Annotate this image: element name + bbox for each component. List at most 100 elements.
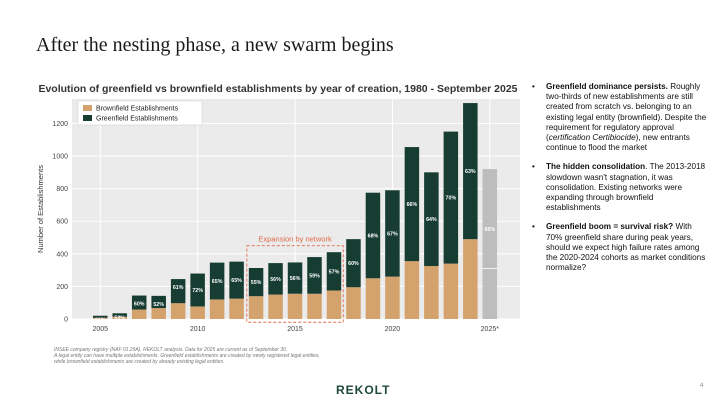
greenfield-bar xyxy=(404,147,420,262)
greenfield-bar xyxy=(463,103,478,240)
projection-bar xyxy=(482,169,498,319)
legend-swatch-brownfield xyxy=(83,105,92,111)
greenfield-bar xyxy=(307,257,322,294)
legend-label: Brownfield Establishments xyxy=(96,106,179,113)
bullet-text: Greenfield dominance persists. xyxy=(546,82,668,91)
y-tick-label: 800 xyxy=(56,186,68,193)
bullet-text: The hidden consolidation xyxy=(546,162,646,172)
brownfield-bar xyxy=(151,308,166,319)
bullet-text: certification Certibiocide xyxy=(548,133,636,143)
insights-bullet-list: • Greenfield dominance persists. Roughly … xyxy=(532,82,708,282)
brownfield-bar xyxy=(131,309,147,319)
y-tick-label: 200 xyxy=(56,284,68,291)
footnote-line: INSEE company registry (NAF 01.29A). REK… xyxy=(54,347,288,353)
insight-bullet: • Greenfield dominance persists. Roughly … xyxy=(532,82,708,153)
footnote: INSEE company registry (NAF 01.29A). REK… xyxy=(54,347,320,365)
annotation-label: Expansion by network xyxy=(258,235,332,244)
insight-bullet: • The hidden consolidation. The 2013-2018… xyxy=(532,162,708,213)
greenfield-bar xyxy=(229,261,244,299)
legend-label: Greenfield Establishments xyxy=(96,116,178,123)
brownfield-bar xyxy=(92,317,108,319)
share-label: 67% xyxy=(387,231,398,237)
brownfield-bar xyxy=(229,298,244,319)
bullet-marker: • xyxy=(532,82,535,91)
brownfield-bar xyxy=(424,266,439,319)
footnote-line: while brownfield establishments are crea… xyxy=(54,359,225,365)
annotation-box xyxy=(246,245,344,323)
brownfield-bar xyxy=(404,261,420,319)
greenfield-bar xyxy=(268,263,283,295)
share-label: 59% xyxy=(309,273,320,279)
share-label: 66% xyxy=(485,227,496,233)
share-label: 55% xyxy=(251,280,262,286)
bullet-text: ), new entrants continue to flood the ma… xyxy=(546,133,690,153)
greenfield-bar xyxy=(424,172,439,267)
share-label: 57% xyxy=(329,269,340,275)
share-label: 72% xyxy=(192,288,203,294)
greenfield-bar xyxy=(346,239,361,288)
bullet-text: . The 2013-2018 slowdown wasn't stagnati… xyxy=(546,162,706,213)
greenfield-bar xyxy=(287,262,303,294)
share-label: 64% xyxy=(426,217,437,223)
brownfield-bar xyxy=(268,294,283,319)
share-label: 56% xyxy=(290,276,301,282)
bullet-text: With 70% greenfield share during peak ye… xyxy=(546,222,706,273)
brownfield-bar xyxy=(112,316,127,319)
rekolt-logo: REKOLT xyxy=(336,383,391,397)
greenfield-bar xyxy=(190,273,205,307)
y-tick-label: 1200 xyxy=(52,121,68,128)
footnote-line: A legal entity can have multiple establi… xyxy=(54,353,320,359)
greenfield-bar xyxy=(92,315,108,318)
legend-box xyxy=(77,100,203,126)
bullet-text: Roughly two-thirds of new establishments… xyxy=(546,82,707,143)
bullet-marker: • xyxy=(532,162,535,172)
brownfield-bar xyxy=(209,299,225,319)
share-label: 65% xyxy=(231,278,242,284)
share-label: 61% xyxy=(95,318,106,324)
share-label: 68% xyxy=(368,233,379,239)
x-tick-label: 2025* xyxy=(481,326,500,333)
greenfield-bar xyxy=(326,252,342,291)
share-label: 53% xyxy=(114,315,125,321)
x-tick-label: 2020 xyxy=(385,326,401,333)
share-label: 61% xyxy=(173,285,184,291)
y-tick-label: 400 xyxy=(56,251,68,258)
greenfield-bar xyxy=(385,190,400,277)
stacked-bar-chart: 0 200 400 600 800 1000 1200 2005 2010 2015 2020 202… xyxy=(36,99,520,333)
share-label: 70% xyxy=(446,196,457,202)
greenfield-bar xyxy=(151,295,166,309)
brownfield-bar xyxy=(346,287,361,319)
brownfield-bar xyxy=(326,290,342,319)
greenfield-bar xyxy=(170,279,186,304)
y-tick-label: 0 xyxy=(64,317,68,324)
x-tick-label: 2010 xyxy=(190,326,206,333)
y-tick-label: 600 xyxy=(56,219,68,226)
bullet-marker: • xyxy=(532,222,535,232)
bullet-text: Greenfield boom = survival risk? xyxy=(546,222,674,232)
share-label: 66% xyxy=(407,202,418,208)
share-label: 56% xyxy=(270,277,281,283)
share-label: 52% xyxy=(153,302,164,308)
greenfield-bar xyxy=(209,262,225,300)
slide-title: After the nesting phase, a new swarm beg… xyxy=(36,34,394,56)
share-label: 60% xyxy=(134,302,145,308)
insight-bullet: • Greenfield boom = survival risk? With 7… xyxy=(532,222,708,273)
chart-title: Evolution of greenfield vs brownfield es… xyxy=(38,83,518,95)
y-axis-label: Number of Establishments xyxy=(36,165,45,253)
brownfield-bar xyxy=(307,293,322,319)
x-tick-label: 2015 xyxy=(287,326,303,333)
brownfield-bar xyxy=(463,239,478,319)
brownfield-bar xyxy=(190,306,205,319)
greenfield-bar xyxy=(248,267,264,297)
brownfield-bar xyxy=(248,296,264,319)
share-label: 60% xyxy=(348,261,359,267)
brownfield-bar xyxy=(287,293,303,319)
greenfield-bar xyxy=(131,295,147,310)
brownfield-bar xyxy=(170,303,186,319)
x-tick-label: 2005 xyxy=(92,326,108,333)
brownfield-bar xyxy=(385,276,400,319)
greenfield-bar xyxy=(365,192,381,279)
brownfield-bar xyxy=(443,263,459,319)
share-label: 65% xyxy=(212,279,223,285)
y-tick-label: 1000 xyxy=(52,154,68,161)
